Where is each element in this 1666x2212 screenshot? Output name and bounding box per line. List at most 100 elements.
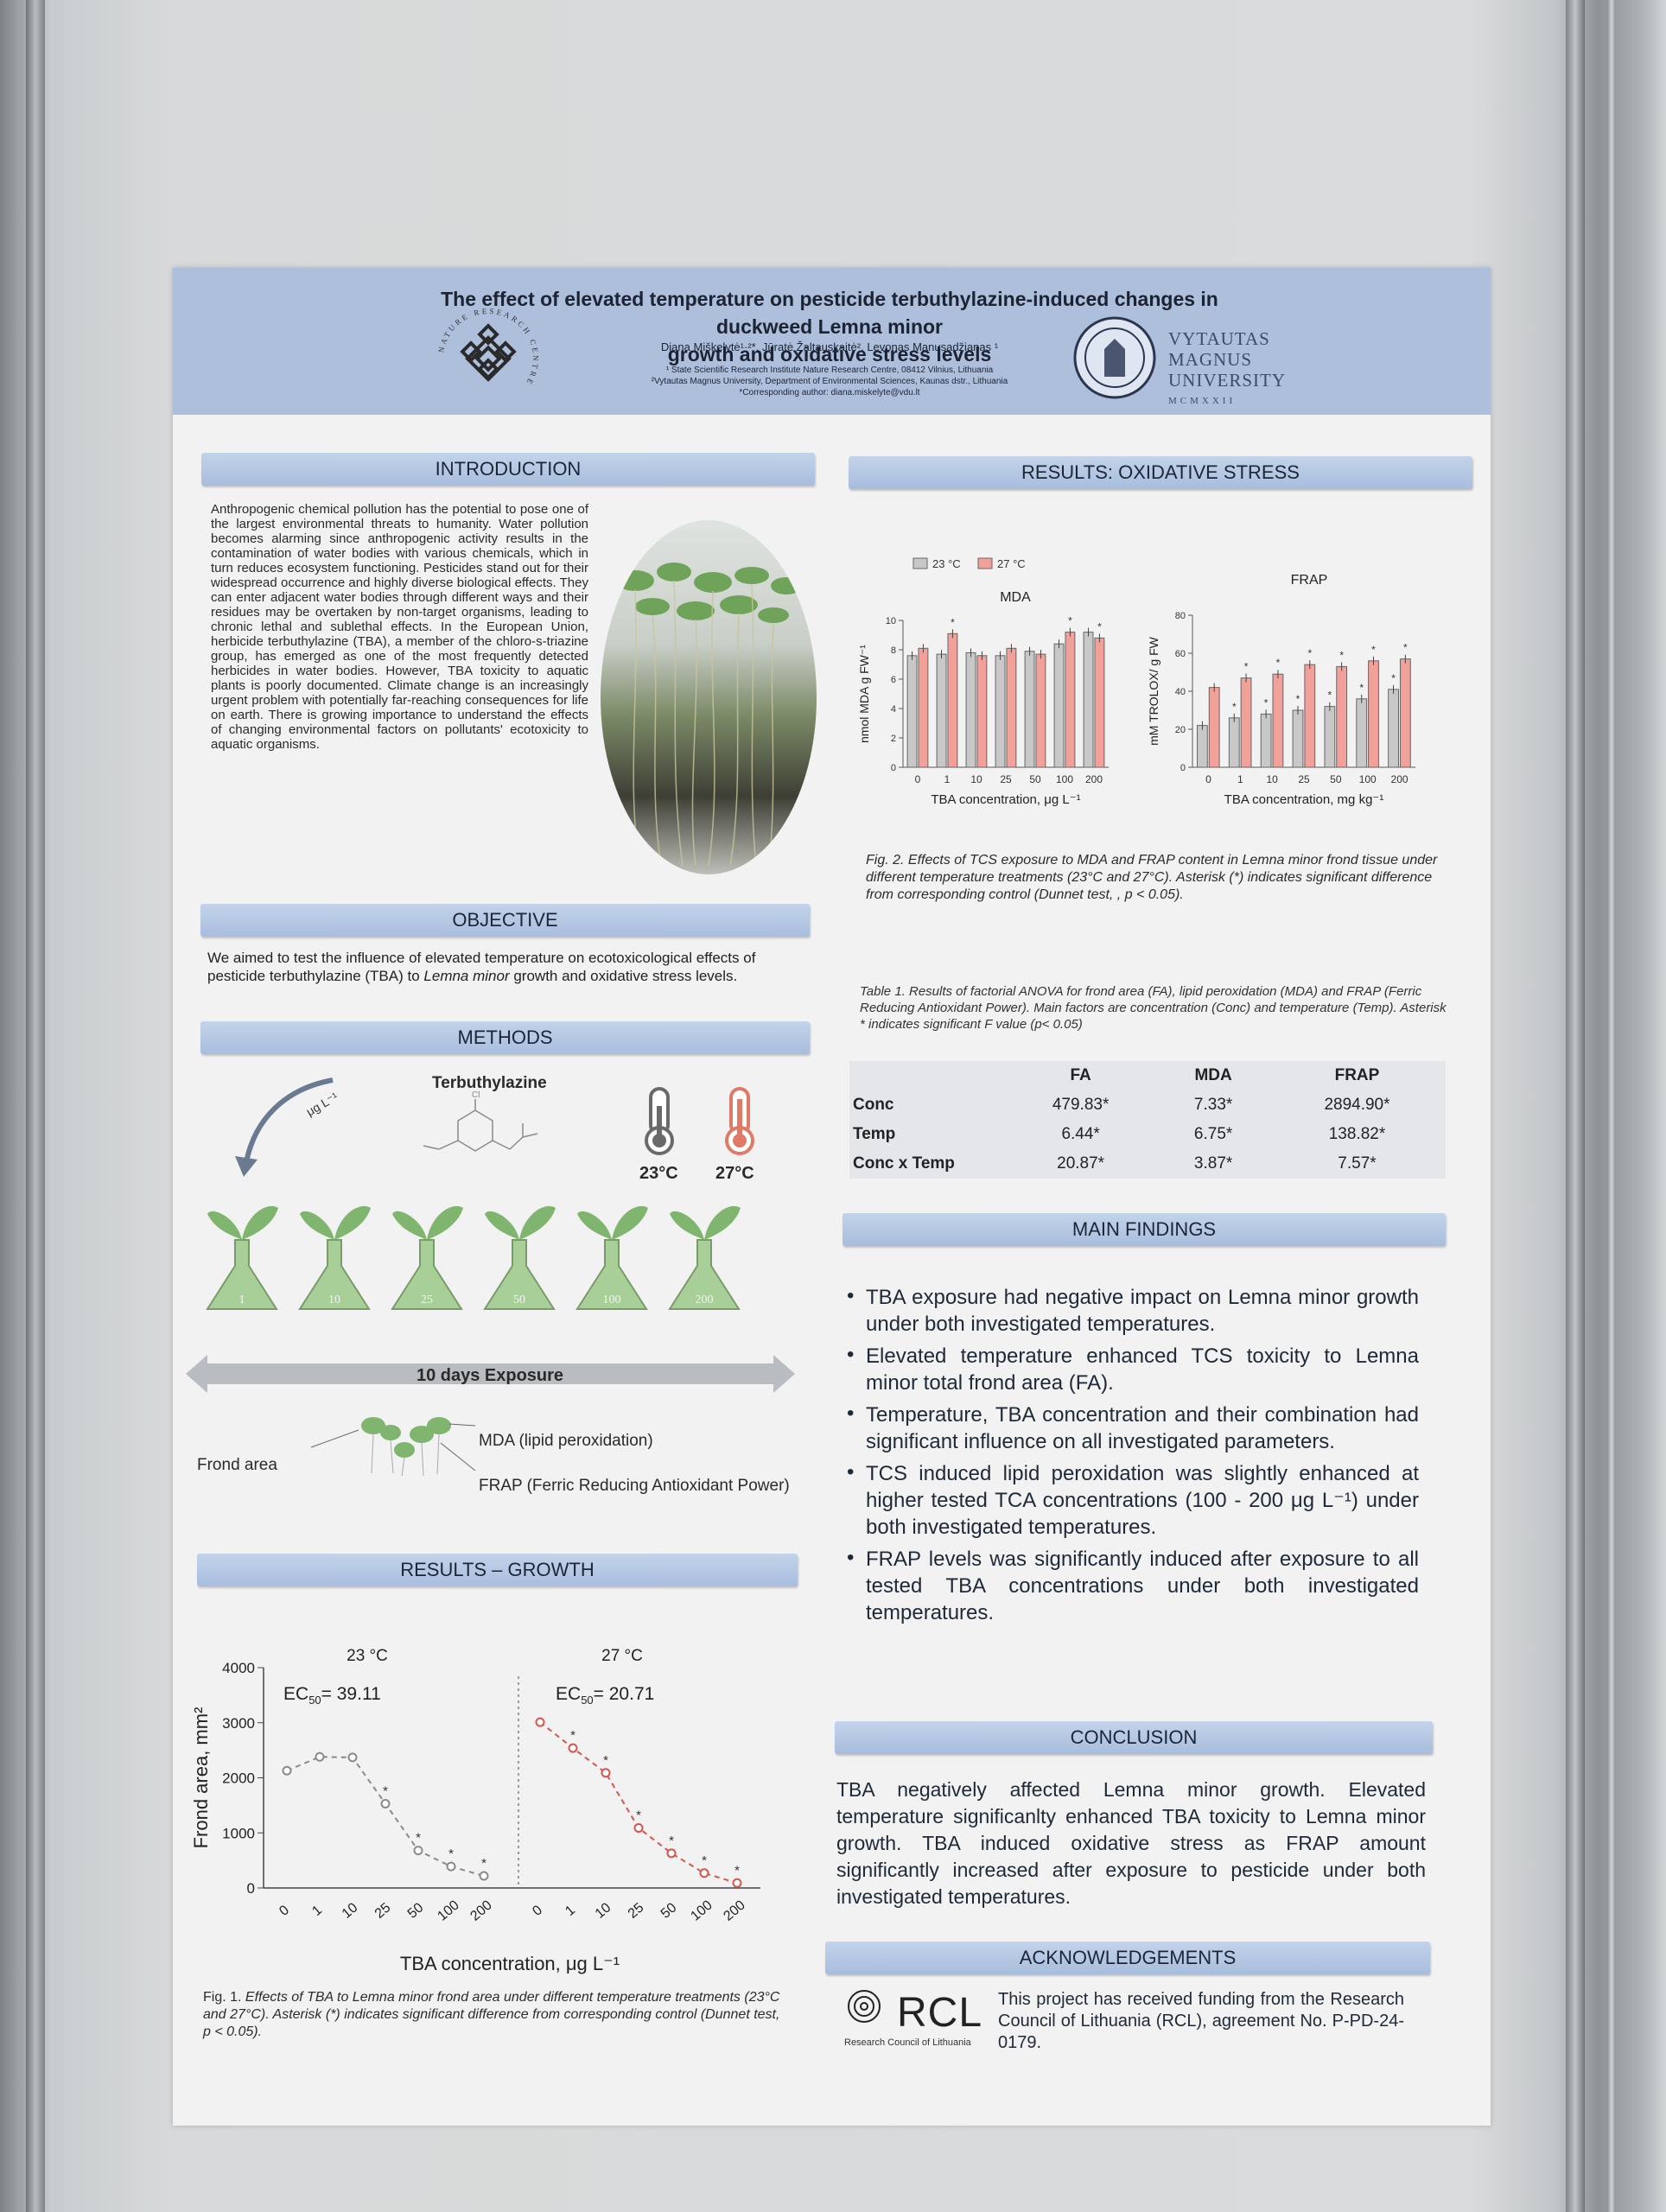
data-point	[479, 1871, 489, 1881]
anova-header-cell: MDA	[1194, 1066, 1232, 1084]
y-tick-label: 20	[1175, 725, 1186, 735]
vmu-knight-icon	[1104, 339, 1125, 377]
significance-star: *	[1097, 620, 1102, 632]
table1-caption: Table 1. Results of factorial ANOVA for …	[860, 984, 1447, 1032]
mda-label: MDA (lipid peroxidation)	[479, 1432, 653, 1450]
x-tick-label: 10	[970, 773, 982, 785]
x-tick-label: 200	[1085, 773, 1103, 785]
chart-title: MDA	[1000, 590, 1031, 605]
methods-heading: METHODS	[200, 1021, 810, 1054]
x-tick-label: 50	[1330, 773, 1342, 785]
title-line-2: growth and oxidative stress levels	[667, 343, 992, 365]
anova-header-cell	[849, 1061, 1003, 1090]
dosing-arrow	[244, 1077, 334, 1163]
table-cell: Conc x Temp	[853, 1154, 955, 1173]
leaf-icon	[242, 1205, 278, 1240]
x-tick-label: 1	[1237, 773, 1243, 785]
ec50-label: EC50= 39.11	[283, 1684, 381, 1707]
x-tick-label: 25	[372, 1900, 394, 1922]
data-point	[699, 1868, 709, 1878]
x-tick-label: 0	[277, 1903, 292, 1919]
temp-27-label: 27°C	[715, 1164, 754, 1183]
authors: Diana Miškelytė¹·²*, Jūratė Žaltauskaitė…	[660, 340, 999, 353]
y-axis-label: Frond area, mm²	[190, 1707, 212, 1849]
y-tick-label: 2	[891, 734, 896, 744]
significance-star: *	[1296, 693, 1300, 705]
fig1-caption-text: Effects of TBA to Lemna minor frond area…	[203, 1990, 780, 2039]
data-point	[282, 1765, 292, 1776]
bar	[936, 653, 947, 768]
y-tick-label: 4000	[222, 1660, 255, 1676]
frond-area-label: Frond area	[197, 1456, 277, 1474]
bar	[1053, 643, 1065, 768]
list-item: TCS induced lipid peroxidation was sligh…	[847, 1459, 1419, 1541]
flask-label: 1	[239, 1294, 245, 1306]
leaf-icon	[519, 1205, 556, 1240]
x-tick-label: 200	[1391, 773, 1408, 785]
x-tick-label: 0	[915, 773, 921, 785]
conclusion-heading: CONCLUSION	[835, 1721, 1433, 1754]
rcl-logo	[848, 1990, 881, 2023]
table-cell: 7.33*	[1193, 1096, 1233, 1114]
nrc-diamond-icon	[460, 323, 517, 382]
y-tick-label: 0	[891, 763, 896, 773]
table-cell: 6.44*	[1061, 1125, 1100, 1143]
significance-star: *	[1068, 615, 1072, 627]
acknowledgements-text: This project has received funding from t…	[998, 1990, 1404, 2052]
significance-star: *	[570, 1728, 575, 1743]
list-item: FRAP levels was significantly induced af…	[847, 1544, 1419, 1626]
x-tick-label: 100	[435, 1897, 461, 1923]
corresponding-author: *Corresponding author: diana.miskelyte@v…	[739, 388, 920, 397]
terbuthylazine-structure-icon	[423, 1099, 538, 1152]
y-tick-label: 4	[891, 704, 896, 715]
significance-star: *	[1244, 661, 1249, 673]
x-axis-label: TBA concentration, μg L⁻¹	[931, 792, 1080, 807]
anova-header-cell: FA	[1070, 1066, 1091, 1084]
list-item: Temperature, TBA concentration and their…	[847, 1400, 1419, 1455]
fig1-caption: Fig. 1. Effects of TBA to Lemna minor fr…	[203, 1989, 791, 2041]
x-tick-label: 100	[688, 1897, 715, 1923]
legend-swatch-23	[912, 557, 928, 569]
y-tick-label: 40	[1175, 687, 1186, 697]
y-tick-label: 8	[891, 645, 896, 656]
bar	[1388, 689, 1399, 768]
bar	[1006, 647, 1017, 768]
y-tick-label: 1000	[222, 1825, 255, 1841]
leaf-icon	[704, 1205, 741, 1240]
introduction-heading: INTRODUCTION	[201, 453, 815, 486]
display-rail-right-outer	[1607, 0, 1616, 2212]
mda-pointer	[448, 1423, 476, 1427]
y-axis-label: mM TROLOX/ g FW	[1147, 636, 1160, 746]
y-tick-label: 6	[891, 675, 896, 685]
x-tick-label: 10	[593, 1900, 614, 1922]
x-tick-label: 50	[658, 1900, 680, 1922]
data-point	[446, 1861, 456, 1872]
display-rail-right	[1566, 0, 1585, 2212]
table-row: Temp 6.44* 6.75* 138.82*	[849, 1120, 1446, 1149]
y-axis-label: nmol MDA g FW⁻¹	[857, 645, 871, 743]
significance-star: *	[1403, 642, 1408, 654]
list-item: TBA exposure had negative impact on Lemn…	[847, 1282, 1419, 1338]
bar	[1083, 632, 1094, 768]
data-point	[666, 1848, 677, 1859]
significance-star: *	[1391, 672, 1396, 684]
table-cell: 479.83*	[1052, 1096, 1110, 1114]
x-axis-label: TBA concentration, μg L⁻¹	[400, 1953, 620, 1974]
x-tick-label: 10	[1266, 773, 1278, 785]
bar	[1356, 698, 1368, 768]
findings-list: TBA exposure had negative impact on Lemn…	[847, 1282, 1419, 1631]
leaf-icon	[577, 1211, 612, 1240]
y-tick-label: 3000	[222, 1715, 255, 1732]
x-tick-label: 25	[626, 1900, 647, 1922]
flask-icon	[575, 1239, 648, 1310]
panel-title: 27 °C	[601, 1647, 643, 1665]
leaf-icon	[300, 1211, 334, 1240]
nature-research-centre-logo: NATURE RESEARCH CENTRE	[436, 307, 537, 388]
chart-title: FRAP	[1291, 573, 1328, 588]
significance-star: *	[448, 1847, 454, 1861]
bar	[1240, 677, 1252, 768]
significance-star: *	[1359, 682, 1364, 694]
frond-cluster-icon	[361, 1417, 451, 1458]
